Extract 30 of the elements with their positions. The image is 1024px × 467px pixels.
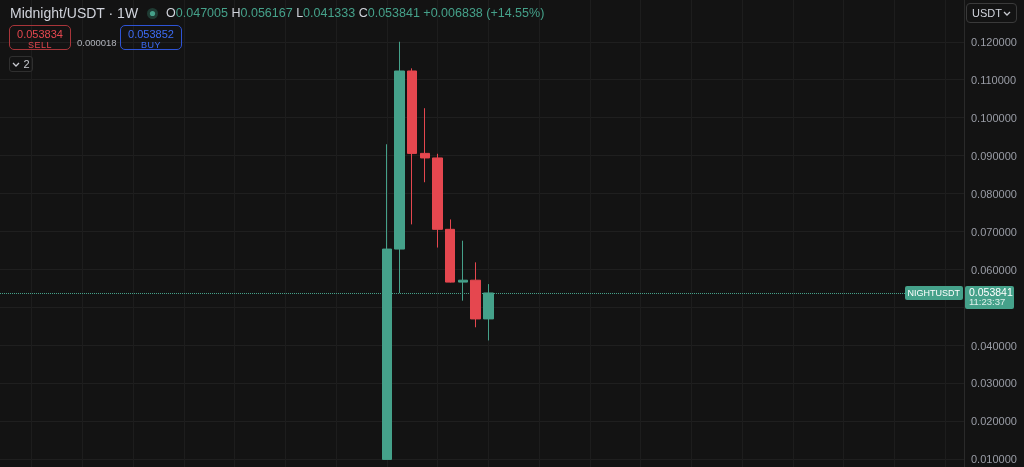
y-tick-label: 0.020000 <box>971 415 1017 428</box>
y-tick-label: 0.080000 <box>971 187 1017 200</box>
candlestick <box>445 218 455 283</box>
y-tick-label: 0.060000 <box>971 263 1017 276</box>
chart-title: Midnight/USDT · 1W <box>10 5 139 21</box>
annotation: O0.047005 H0.056167 L0.041333 C0.053841 +0.006838 (+14.55%) <box>166 6 545 20</box>
price-tag: 0.053841 11:23:37 <box>965 285 1014 309</box>
currency-dropdown: USDT <box>966 3 1017 23</box>
collapse-button: 2 <box>9 56 33 72</box>
y-tick-label: 0.110000 <box>971 73 1017 86</box>
candlestick <box>407 67 417 225</box>
candlestick <box>420 107 430 183</box>
y-tick-label: 0.040000 <box>971 339 1017 352</box>
y-tick-label: 0.120000 <box>971 35 1017 48</box>
y-tick-label: 0.030000 <box>971 377 1017 390</box>
annotation: 0.000018 <box>77 37 117 48</box>
annotation: 0.053834 <box>16 28 64 40</box>
annotation: 2 <box>23 58 30 70</box>
candlestick <box>432 153 443 249</box>
annotation: 0.053852 <box>127 28 175 40</box>
y-tick-label: 0.070000 <box>971 225 1017 238</box>
y-tick-label: 0.010000 <box>971 453 1017 466</box>
sell-button: 0.053834 SELL <box>9 25 71 50</box>
annotation: SELL <box>27 40 53 50</box>
y-tick-label: 0.090000 <box>971 149 1017 162</box>
candlestick <box>394 41 405 294</box>
candlestick <box>470 261 481 328</box>
annotation: BUY <box>140 40 162 50</box>
buy-button: 0.053852 BUY <box>120 25 182 50</box>
y-tick-label: 0.100000 <box>971 111 1017 124</box>
